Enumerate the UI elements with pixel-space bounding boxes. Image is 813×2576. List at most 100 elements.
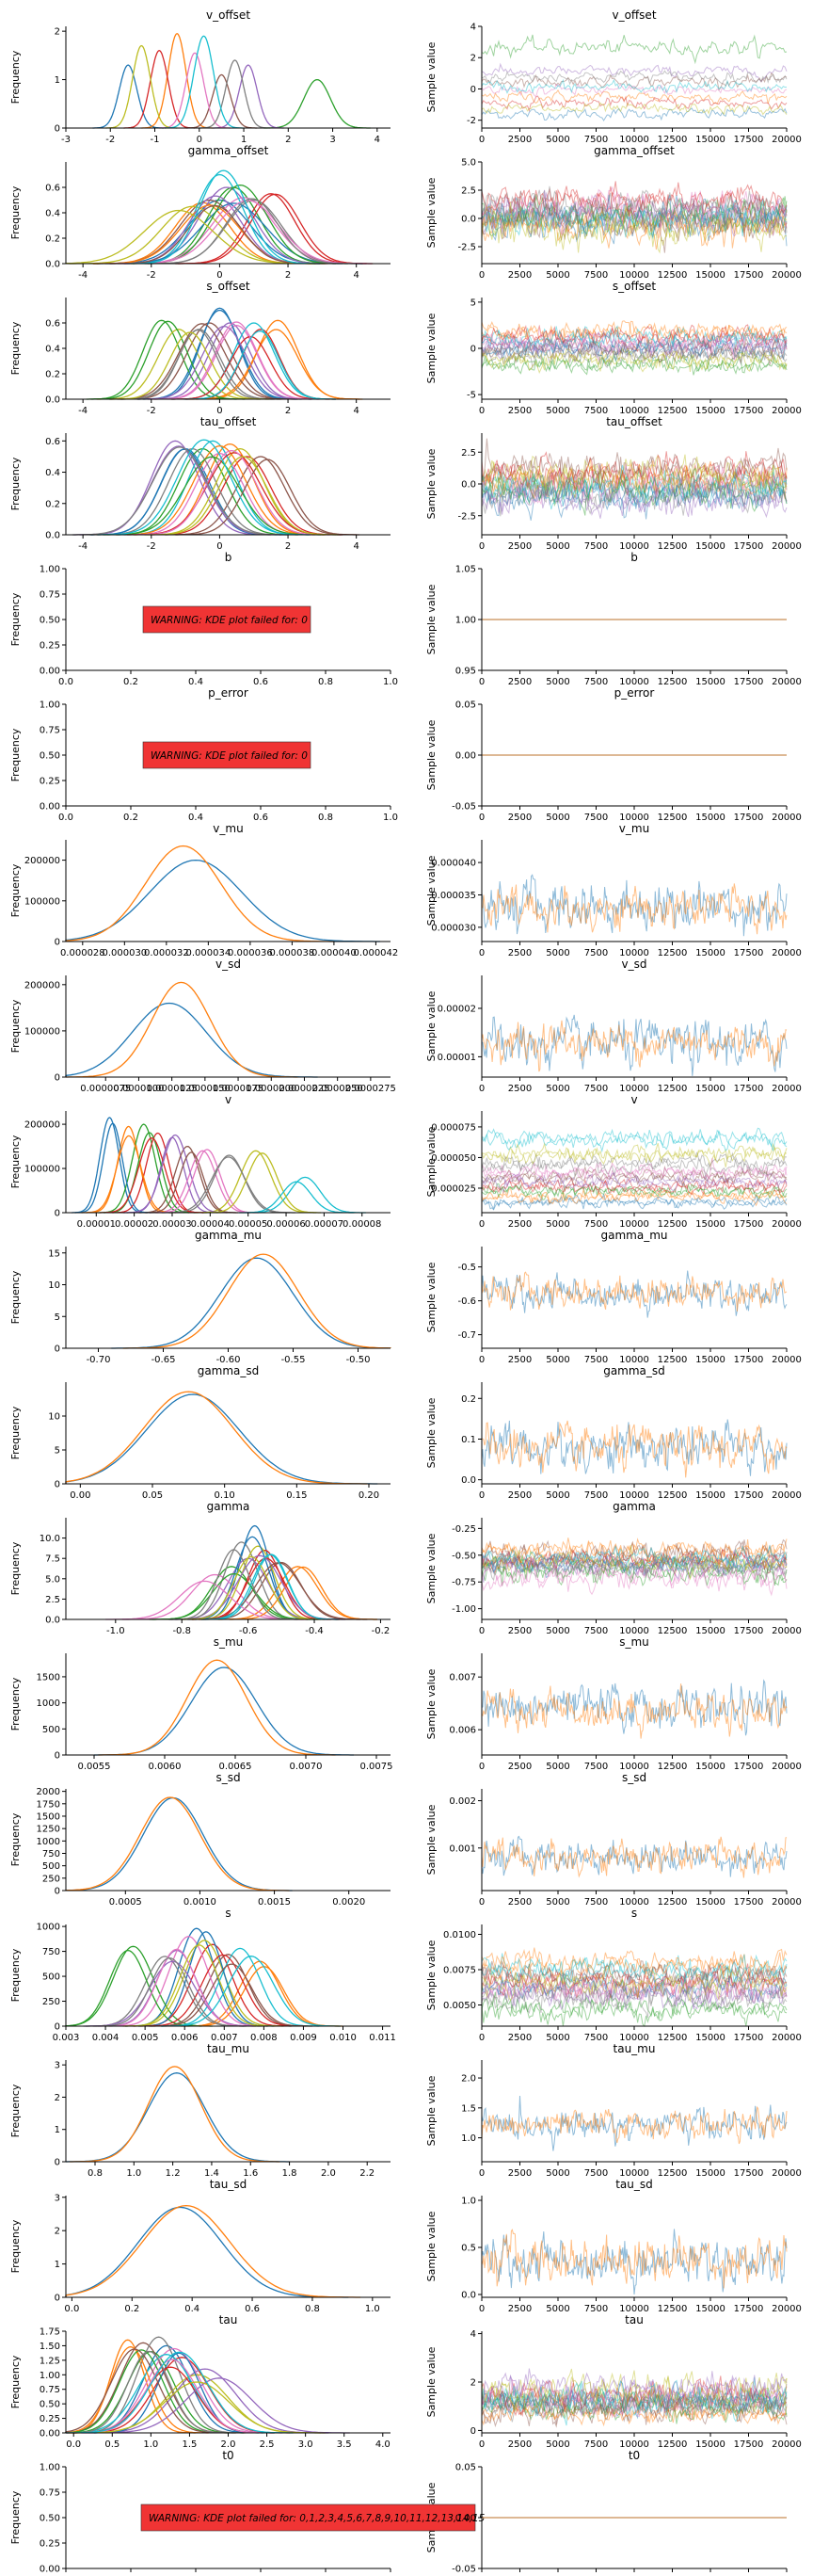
trace-x-tick-label: 5000 <box>546 406 569 416</box>
trace-x-tick-label: 7500 <box>584 1219 608 1230</box>
trace-line <box>481 1271 788 1312</box>
trace-line <box>481 1551 788 1583</box>
trace-x-tick-label: 10000 <box>619 2168 649 2179</box>
kde-curve <box>92 1956 247 2027</box>
kde-y-tick-label: 5.0 <box>45 1574 60 1585</box>
trace-line <box>481 350 788 374</box>
kde-curve <box>127 169 320 265</box>
trace-y-tick-label: 5 <box>470 298 476 308</box>
kde-x-tick-label: 1 <box>241 135 247 145</box>
trace-title: v_sd <box>622 958 647 971</box>
kde-y-tick-label: 0.00 <box>40 2429 60 2439</box>
trace-x-tick-label: 5000 <box>546 2033 569 2043</box>
trace-line <box>481 1972 788 2004</box>
kde-curve <box>123 200 372 265</box>
trace-x-tick-label: 2500 <box>508 2439 532 2450</box>
kde-x-tick-label: 0.000034 <box>185 948 231 958</box>
trace-line <box>481 1557 788 1597</box>
kde-curve <box>161 1956 341 2027</box>
trace-x-tick-label: 17500 <box>734 2439 764 2450</box>
trace-x-tick-label: 0 <box>479 948 485 958</box>
kde-x-tick-label: 0.00008 <box>343 1219 381 1230</box>
trace-y-tick-label: -1.00 <box>452 1604 476 1615</box>
kde-title: gamma <box>207 1500 250 1513</box>
trace-line <box>481 189 788 233</box>
trace-line <box>481 455 788 498</box>
kde-curve <box>72 446 287 536</box>
kde-y-tick-label: 15 <box>48 1248 60 1259</box>
trace-x-tick-label: 10000 <box>619 677 649 687</box>
kde-y-tick-label: 0.25 <box>40 777 60 787</box>
trace-title: t0 <box>629 2449 640 2462</box>
trace-line <box>481 2385 788 2417</box>
kde-y-tick-label: 0.75 <box>40 726 60 736</box>
trace-x-tick-label: 2500 <box>508 1355 532 1365</box>
trace-line <box>481 461 788 506</box>
row-gamma_offset: gamma_offset gamma_offset Frequency Sample … <box>9 144 802 281</box>
trace-line <box>481 1193 788 1211</box>
kde-x-tick-label: 0.8 <box>88 2168 103 2179</box>
kde-warning-box <box>140 2504 476 2532</box>
trace-line <box>481 1554 788 1586</box>
trace-title: v <box>630 1093 637 1106</box>
kde-y-label: Frequency <box>9 1948 22 2002</box>
trace-line <box>481 447 788 491</box>
trace-x-tick-label: 12500 <box>658 677 688 687</box>
trace-x-tick-label: 2500 <box>508 1897 532 1908</box>
trace-y-label: Sample value <box>425 1940 438 2010</box>
trace-y-tick-label: 0.0100 <box>443 1930 476 1940</box>
kde-x-tick-label: -2 <box>147 406 156 416</box>
kde-x-tick-label: 0 <box>216 270 222 281</box>
trace-x-tick-label: 20000 <box>772 813 802 823</box>
kde-warning-box <box>142 741 311 769</box>
trace-line <box>481 1549 788 1573</box>
kde-x-tick-label: -0.55 <box>281 1355 306 1365</box>
trace-x-tick-label: 0 <box>479 1219 485 1230</box>
kde-x-tick-label: 0.0000125 <box>147 1084 198 1094</box>
trace-line <box>481 1554 788 1580</box>
row-s: s s Frequency Sample value 0.003 0.004 0.005 0.… <box>9 1907 802 2043</box>
trace-x-tick-label: 15000 <box>695 2033 725 2043</box>
trace-line <box>481 1549 788 1580</box>
kde-x-tick-label: 0.00004 <box>191 1219 230 1230</box>
trace-line <box>481 202 788 253</box>
trace-x-tick-label: 17500 <box>734 1219 764 1230</box>
trace-x-tick-label: 20000 <box>772 270 802 281</box>
kde-y-label: Frequency <box>9 2355 22 2408</box>
trace-line <box>481 331 788 361</box>
kde-x-tick-label: 0.0010 <box>183 1897 216 1908</box>
kde-y-tick-label: 750 <box>42 1849 60 1860</box>
kde-y-tick-label: 0.0 <box>45 260 60 270</box>
trace-x-tick-label: 12500 <box>658 2439 688 2450</box>
trace-y-tick-label: 0.0075 <box>443 1966 476 1976</box>
trace-line <box>481 1193 788 1211</box>
kde-x-tick-label: 0.0 <box>64 2304 79 2314</box>
trace-line <box>481 1947 788 1981</box>
kde-curve <box>147 456 339 536</box>
kde-y-label: Frequency <box>9 1812 22 1866</box>
kde-curve <box>66 981 298 1078</box>
trace-x-tick-label: 15000 <box>695 1355 725 1365</box>
trace-x-tick-label: 7500 <box>584 2439 608 2450</box>
trace-x-tick-label: 5000 <box>546 270 569 281</box>
kde-curve <box>169 1549 298 1620</box>
trace-line <box>481 2229 788 2289</box>
trace-x-tick-label: 12500 <box>658 406 688 416</box>
trace-line <box>481 2379 788 2426</box>
trace-x-tick-label: 2500 <box>508 1490 532 1501</box>
trace-x-tick-label: 10000 <box>619 406 649 416</box>
trace-x-tick-label: 12500 <box>658 1490 688 1501</box>
kde-y-tick-label: 1.00 <box>40 2463 60 2473</box>
kde-warning-text: WARNING: KDE plot failed for: 0,1,2,3,4,… <box>149 2513 486 2524</box>
kde-x-tick-label: 0.4 <box>188 677 203 687</box>
trace-x-tick-label: 10000 <box>619 1762 649 1772</box>
trace-y-tick-label: 0.000075 <box>431 1122 476 1133</box>
trace-y-tick-label: -2 <box>467 116 476 126</box>
kde-y-tick-label: 2 <box>55 27 60 38</box>
trace-x-tick-label: 15000 <box>695 2304 725 2314</box>
trace-line <box>481 72 788 91</box>
kde-curve <box>88 2377 350 2434</box>
trace-line <box>481 451 788 496</box>
